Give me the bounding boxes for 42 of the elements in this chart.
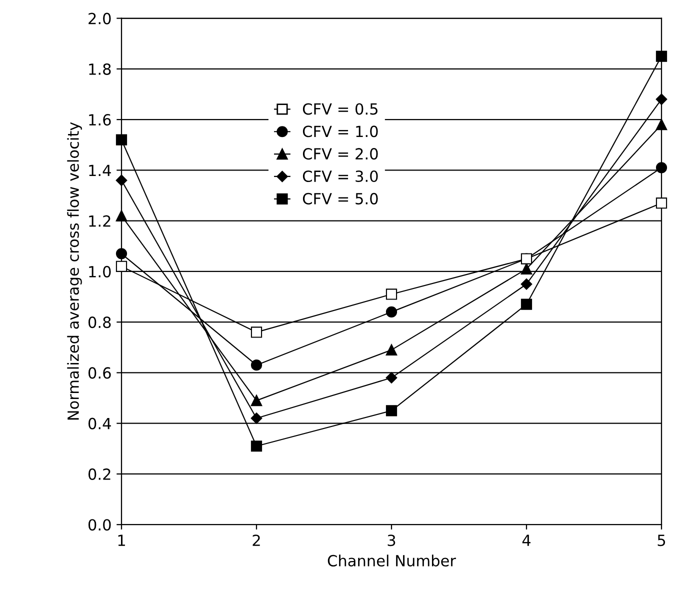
point <box>386 372 398 384</box>
y-tick-label: 0.2 <box>88 468 110 480</box>
y-tick-label: 2.0 <box>88 12 111 24</box>
point <box>386 344 398 356</box>
y-tick-label: 0.8 <box>88 316 111 328</box>
legend-label: CFV = 1.0 <box>302 126 378 138</box>
point <box>250 412 262 424</box>
y-tick-label: 1.6 <box>89 114 111 126</box>
y-tick-label: 1.4 <box>89 164 111 176</box>
point <box>116 174 128 186</box>
point <box>116 210 128 222</box>
x-tick-label: 3 <box>388 534 396 546</box>
y-tick-label: 0.6 <box>88 367 111 379</box>
legend-label: CFV = 3.0 <box>302 170 378 182</box>
point <box>520 278 532 290</box>
point <box>656 119 668 130</box>
point <box>250 440 262 452</box>
point <box>116 248 128 260</box>
point <box>250 360 262 371</box>
legend-label: CFV = 2.0 <box>302 148 378 160</box>
legend-label: CFV = 5.0 <box>302 192 378 204</box>
point <box>116 134 128 146</box>
point <box>656 50 668 62</box>
point <box>386 306 398 318</box>
x-tick-label: 4 <box>522 534 531 546</box>
legend-label: CFV = 0.5 <box>302 103 378 115</box>
y-tick-label: 1.2 <box>89 215 110 227</box>
point <box>520 298 532 310</box>
y-tick-label: 1.0 <box>89 266 111 278</box>
point <box>386 405 398 416</box>
y-tick-label: 0.4 <box>88 418 111 430</box>
y-tick-label: 1.8 <box>89 63 111 75</box>
point <box>656 162 668 174</box>
y-axis-title: Normalized average cross flow velocity <box>67 122 82 420</box>
x-tick-label: 2 <box>252 534 260 546</box>
point <box>656 94 668 105</box>
x-axis-title: Channel Number <box>328 554 456 566</box>
point <box>250 395 262 406</box>
x-tick-label: 1 <box>118 534 125 546</box>
x-tick-label: 5 <box>658 534 666 546</box>
point <box>520 263 532 274</box>
y-tick-label: 0.0 <box>88 519 111 531</box>
